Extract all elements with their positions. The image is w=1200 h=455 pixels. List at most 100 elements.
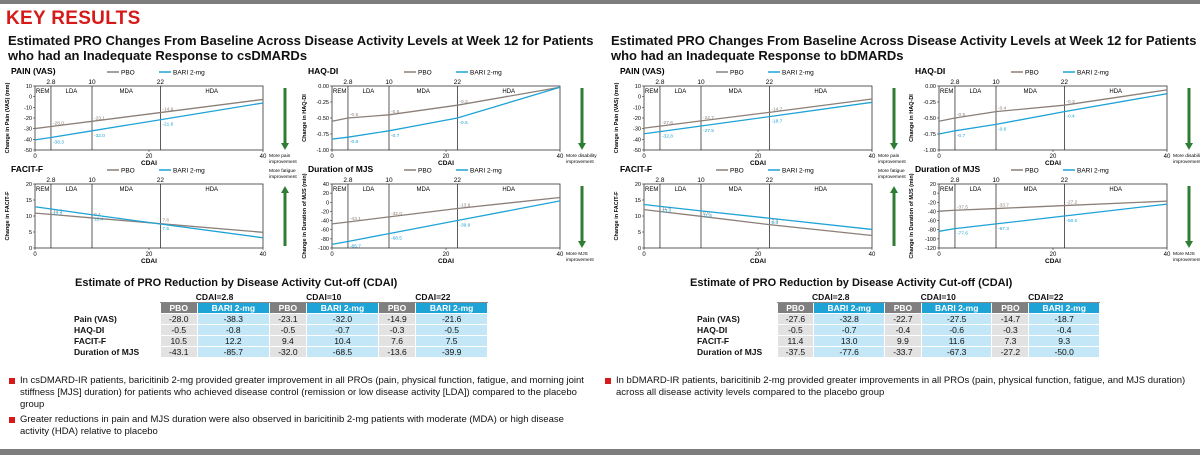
- table-row: Pain (VAS) -27.6 -32.8 -22.7 -27.5 -14.7…: [693, 313, 1100, 325]
- bari-cell: -32.8: [813, 313, 885, 325]
- row-label: HAQ-DI: [70, 324, 160, 336]
- top-tick-label: 10: [992, 177, 1000, 184]
- y-tick-label: 20: [930, 182, 936, 188]
- y-axis-label: Change in FACIT-F: [614, 191, 620, 241]
- bari-cell: -18.7: [1028, 313, 1100, 325]
- y-tick-label: -10: [633, 105, 641, 111]
- pbo-cell: -0.5: [776, 324, 815, 336]
- plot-frame: [331, 85, 561, 151]
- x-axis-label: CDAI: [750, 160, 766, 167]
- x-axis-label: CDAI: [141, 160, 157, 167]
- top-tick-label: 10: [385, 79, 393, 86]
- bullet-text: In bDMARD-IR patients, baricitinib 2-mg …: [616, 375, 1186, 398]
- legend-label-bari: BARI 2-mg: [782, 70, 814, 77]
- top-tick-label: 22: [454, 177, 462, 184]
- data-label-pbo: 9.9: [703, 210, 710, 216]
- y-tick-label: -30: [24, 127, 32, 133]
- region-label: LDA: [675, 187, 687, 193]
- bullet-marker: [605, 378, 611, 384]
- top-tick-label: 22: [157, 79, 165, 86]
- data-label-bari: -27.5: [703, 128, 714, 134]
- x-axis-label: CDAI: [750, 258, 766, 265]
- x-tick-label: 20: [1050, 252, 1057, 258]
- series-line-bari: [34, 102, 264, 141]
- improvement-note: improvement: [878, 159, 906, 165]
- data-label-pbo: -14.7: [771, 106, 782, 112]
- region-label: HDA: [814, 187, 827, 193]
- data-label-bari: -0.7: [957, 133, 966, 139]
- data-label-pbo: -23.1: [94, 115, 105, 121]
- y-tick-label: -0.75: [316, 132, 329, 138]
- top-tick-label: 22: [766, 177, 774, 184]
- region-label: LDA: [66, 187, 78, 193]
- y-tick-label: -1.00: [316, 148, 329, 154]
- improvement-note: improvement: [566, 257, 594, 263]
- bari-cell: 12.2: [196, 335, 270, 347]
- plot-frame: [34, 85, 264, 151]
- x-tick-label: 40: [869, 154, 876, 160]
- legend-label-pbo: PBO: [1025, 70, 1039, 77]
- region-label: MDA: [729, 187, 742, 193]
- pbo-cell: -13.6: [377, 346, 417, 358]
- y-tick-label: -10: [24, 105, 32, 111]
- top-tick-label: 2.8: [343, 177, 352, 184]
- pbo-cell: -23.1: [268, 313, 308, 325]
- bari-cell: -50.0: [1028, 346, 1100, 358]
- data-label-bari: -39.9: [459, 223, 470, 229]
- data-label-pbo: -0.5: [957, 112, 966, 118]
- section-title-bdmard: Estimated PRO Changes From Baseline Acro…: [611, 33, 1197, 63]
- top-tick-label: 22: [1061, 79, 1069, 86]
- group-header: CDAI=22: [378, 292, 488, 303]
- plot-frame: [938, 183, 1168, 249]
- data-label-bari: -50.0: [1066, 218, 1077, 224]
- chart-title: Duration of MJS: [308, 164, 373, 174]
- data-label-pbo: -27.2: [1066, 200, 1077, 206]
- pbo-cell: 7.6: [377, 335, 417, 347]
- series-line-bari: [331, 86, 561, 140]
- y-tick-label: -50: [633, 148, 641, 154]
- y-tick-label: -40: [633, 137, 641, 143]
- page-title: KEY RESULTS: [6, 8, 141, 29]
- x-tick-label: 20: [443, 252, 450, 258]
- improvement-arrow-head: [578, 241, 586, 248]
- x-tick-label: 20: [755, 252, 762, 258]
- y-tick-label: 20: [26, 182, 32, 188]
- bari-cell: -27.5: [920, 313, 993, 325]
- bari-cell: 11.6: [920, 335, 993, 347]
- data-label-pbo: -0.5: [391, 109, 400, 115]
- y-tick-label: 0.00: [318, 84, 329, 90]
- x-tick-label: 40: [1164, 252, 1171, 258]
- x-tick-label: 0: [937, 252, 941, 258]
- data-label-bari: -85.7: [350, 243, 361, 249]
- y-tick-label: -60: [321, 228, 329, 234]
- y-tick-label: 10: [26, 214, 32, 220]
- y-tick-label: 40: [323, 182, 329, 188]
- chart-area: PAIN (VAS) PBO BARI 2-mg 2.8 10 22 REM LDA MDA HD…: [5, 66, 1200, 265]
- data-label-bari: -67.3: [998, 226, 1009, 232]
- x-tick-label: 0: [330, 252, 334, 258]
- pbo-cell: 9.9: [883, 335, 922, 347]
- table-row: Duration of MJS -43.1 -85.7 -32.0 -68.5 …: [70, 346, 488, 358]
- y-tick-label: 15: [26, 198, 32, 204]
- y-tick-label: 0: [933, 191, 936, 197]
- x-axis-label: CDAI: [438, 258, 454, 265]
- pbo-cell: -28.0: [159, 313, 198, 325]
- bari-cell: -0.4: [1028, 324, 1100, 336]
- table-corner: [693, 292, 777, 303]
- table-corner: [70, 292, 160, 303]
- region-label: MDA: [120, 89, 133, 95]
- region-label: REM: [645, 89, 658, 95]
- table-corner: [70, 302, 160, 314]
- bari-cell: -39.9: [415, 346, 488, 358]
- bari-cell: -0.8: [196, 324, 270, 336]
- y-tick-label: -60: [928, 219, 936, 225]
- top-tick-label: 10: [385, 177, 393, 184]
- table-row: HAQ-DI -0.5 -0.8 -0.5 -0.7 -0.3 -0.5: [70, 324, 488, 336]
- improvement-arrow-head: [578, 143, 586, 150]
- top-tick-label: 22: [454, 79, 462, 86]
- x-tick-label: 20: [443, 154, 450, 160]
- pro-table-bdmard: CDAI=2.8 CDAI=10 CDAI=22 PBO BARI 2-mg P…: [693, 292, 1100, 358]
- y-tick-label: -100: [318, 246, 329, 252]
- table-row: Pain (VAS) -28.0 -38.3 -23.1 -32.0 -14.9…: [70, 313, 488, 325]
- y-axis-label: Change in HAQ-DI: [302, 94, 308, 142]
